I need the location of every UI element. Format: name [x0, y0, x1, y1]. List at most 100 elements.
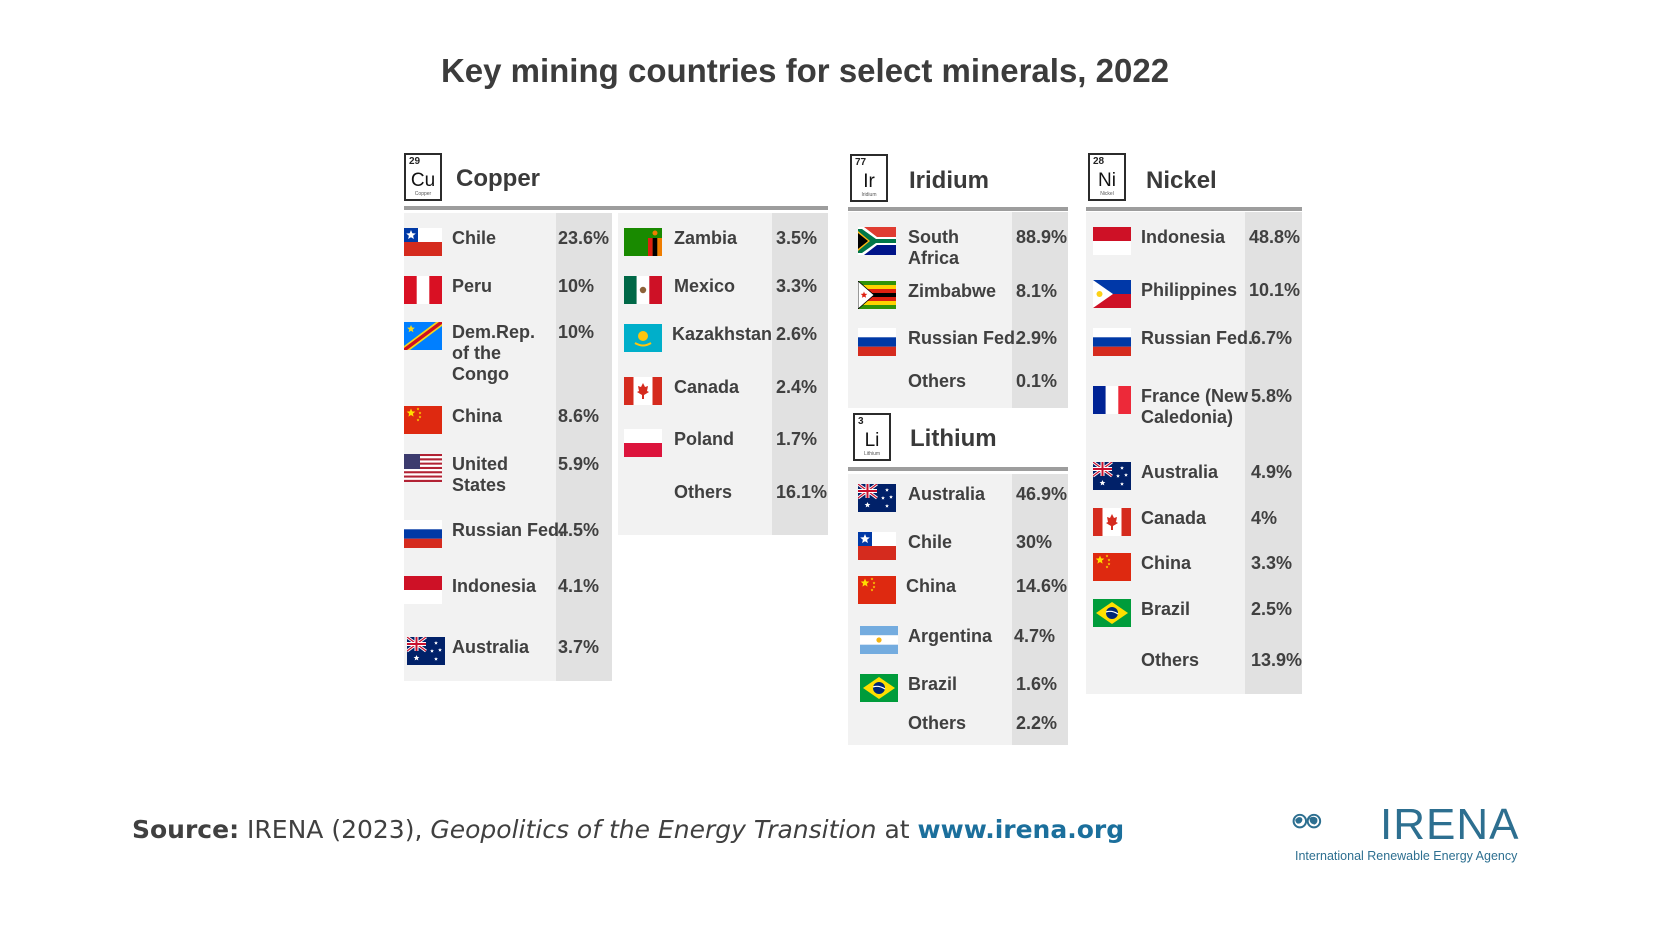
- nickel-row: Canada 4%: [1093, 508, 1313, 548]
- share-value: 2.4%: [776, 377, 818, 397]
- peru-flag-icon: [404, 276, 442, 304]
- share-value: 23.6%: [558, 228, 610, 248]
- copper-row: United States 5.9%: [404, 454, 624, 495]
- australia-flag-icon: [1092, 460, 1131, 490]
- nickel-element-label: Nickel: [1100, 191, 1114, 197]
- share-value: 46.9%: [1016, 484, 1068, 504]
- irena-wordmark: IRENA: [1380, 800, 1520, 849]
- copper-row: China 8.6%: [404, 406, 624, 446]
- lithium-row: Others 2.2%: [858, 713, 1078, 753]
- france-flag-icon: [1093, 386, 1131, 414]
- copper-row: Australia 3.7%: [406, 635, 627, 677]
- nickel-row: France (New Caledonia) 5.8%: [1093, 386, 1313, 427]
- nickel-row: Brazil 2.5%: [1093, 599, 1313, 639]
- share-value: 14.6%: [1016, 576, 1068, 596]
- copper-element-label: Copper: [414, 191, 432, 197]
- brazil-flag-icon: [1093, 599, 1131, 627]
- australia-flag-icon: [857, 482, 896, 512]
- country-name: Chile: [908, 532, 953, 552]
- china-flag-icon: [1093, 553, 1131, 581]
- russia-flag-icon: [858, 328, 896, 356]
- country-name: Russian Fed.: [1141, 328, 1254, 348]
- copper-row: Peru 10%: [404, 276, 624, 316]
- irena-subtitle: International Renewable Energy Agency: [1295, 849, 1518, 863]
- source-note: Source: IRENA (2023), Geopolitics of the…: [132, 815, 1124, 844]
- country-name: Others: [908, 371, 967, 391]
- copper-row: Mexico 3.3%: [624, 276, 844, 316]
- source-label: Source:: [132, 815, 240, 844]
- drc-flag-icon: [404, 322, 442, 350]
- iridium-atomic-number: 77: [855, 157, 867, 168]
- share-value: 2.5%: [1251, 599, 1293, 619]
- share-value: 10%: [558, 322, 595, 342]
- share-value: 48.8%: [1249, 227, 1301, 247]
- indonesia-flag-icon: [1093, 227, 1131, 255]
- copper-row: Zambia 3.5%: [624, 228, 844, 268]
- country-name: Australia: [1141, 462, 1219, 482]
- iridium-pct-column: [1012, 212, 1068, 408]
- canada-flag-icon: [624, 377, 662, 405]
- country-name: Australia: [452, 637, 530, 657]
- copper-pct-column-left: [556, 213, 612, 681]
- country-name: Peru: [452, 276, 493, 296]
- argentina-flag-icon: [860, 626, 898, 654]
- share-value: 2.6%: [776, 324, 818, 344]
- country-name: Dem.Rep. of the Congo: [452, 322, 536, 384]
- share-value: 3.5%: [776, 228, 818, 248]
- source-work: Geopolitics of the Energy Transition: [430, 815, 877, 844]
- share-value: 10%: [558, 276, 595, 296]
- copper-row: Others 16.1%: [624, 482, 844, 522]
- indonesia-flag-icon: [404, 576, 442, 604]
- share-value: 4.7%: [1014, 626, 1056, 646]
- south-africa-flag-icon: [858, 227, 896, 255]
- share-value: 16.1%: [776, 482, 828, 502]
- nickel-pct-column: [1245, 212, 1302, 694]
- australia-flag-icon: [406, 635, 445, 665]
- country-name: Indonesia: [452, 576, 537, 596]
- nickel-row: Indonesia 48.8%: [1093, 227, 1313, 267]
- iridium-symbol: Ir: [863, 171, 875, 192]
- lithium-atomic-number: 3: [858, 416, 864, 427]
- poland-flag-icon: [624, 429, 662, 457]
- nickel-symbol: Ni: [1098, 170, 1116, 191]
- country-name: Zambia: [674, 228, 738, 248]
- country-name: South Africa: [908, 227, 960, 268]
- share-value: 30%: [1016, 532, 1053, 552]
- brazil-flag-icon: [860, 674, 898, 702]
- lithium-row: Chile 30%: [858, 532, 1078, 572]
- country-name: Australia: [908, 484, 986, 504]
- zambia-flag-icon: [624, 228, 662, 256]
- source-prefix: IRENA (2023),: [239, 815, 431, 844]
- share-value: 0.1%: [1016, 371, 1058, 391]
- country-name: Brazil: [908, 674, 958, 694]
- nickel-row: Australia 4.9%: [1092, 460, 1313, 502]
- country-name: Others: [1141, 650, 1200, 670]
- copper-title: Copper: [456, 165, 540, 192]
- share-value: 13.9%: [1251, 650, 1303, 670]
- country-name: Indonesia: [1141, 227, 1226, 247]
- country-name: Others: [908, 713, 967, 733]
- copper-row: Russian Fed. 4.5%: [404, 520, 624, 560]
- lithium-row: Brazil 1.6%: [860, 674, 1080, 714]
- mexico-flag-icon: [624, 276, 662, 304]
- china-flag-icon: [404, 406, 442, 434]
- chile-flag-icon: [404, 228, 442, 256]
- country-name: China: [1141, 553, 1192, 573]
- source-url-link[interactable]: www.irena.org: [917, 815, 1125, 844]
- share-value: 1.7%: [776, 429, 818, 449]
- country-name: Canada: [674, 377, 740, 397]
- share-value: 8.6%: [558, 406, 600, 426]
- country-name: Canada: [1141, 508, 1207, 528]
- nickel-row: China 3.3%: [1093, 553, 1313, 593]
- country-name: Russian Fed.: [452, 520, 565, 540]
- copper-atomic-number: 29: [409, 156, 421, 167]
- chile-flag-icon: [858, 532, 896, 560]
- usa-flag-icon: [404, 454, 442, 482]
- zimbabwe-flag-icon: [857, 280, 896, 310]
- lithium-rule: [848, 467, 1068, 471]
- lithium-title: Lithium: [910, 425, 997, 452]
- copper-row: Canada 2.4%: [624, 377, 844, 417]
- iridium-row: Zimbabwe 8.1%: [857, 280, 1078, 321]
- lithium-pct-column: [1012, 474, 1068, 745]
- share-value: 10.1%: [1249, 280, 1301, 300]
